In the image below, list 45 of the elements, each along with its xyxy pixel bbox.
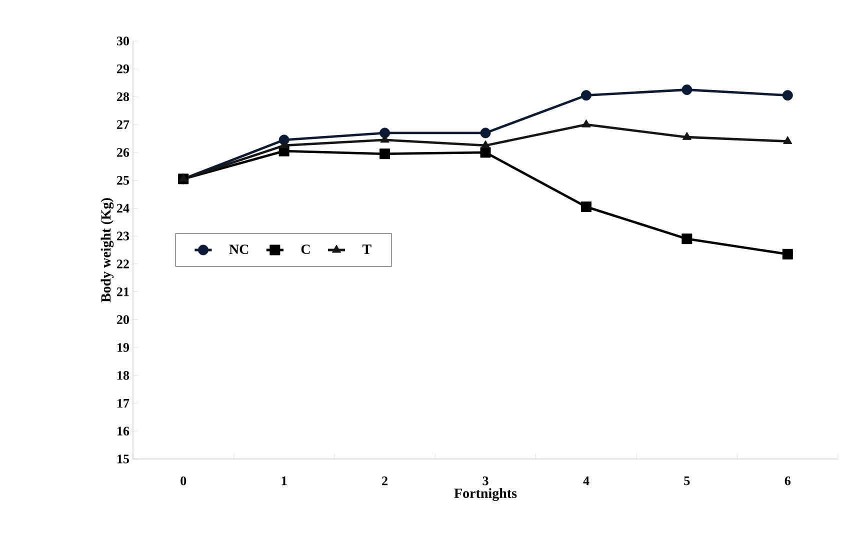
y-tick-label: 15 (118, 454, 129, 464)
y-tick-label: 30 (116, 36, 129, 46)
x-tick-label: 2 (382, 476, 388, 486)
y-tick-label: 21 (117, 287, 129, 296)
point (380, 128, 390, 138)
y-axis-title: Body weight (Kg) (100, 198, 114, 302)
legend-label: C (301, 244, 310, 254)
point (580, 202, 592, 212)
y-tick-label: 19 (118, 343, 130, 352)
point (682, 84, 692, 96)
point (582, 119, 591, 128)
x-tick-label: 1 (282, 476, 287, 486)
y-tick-label: 26 (117, 148, 130, 157)
point (782, 90, 793, 101)
y-tick-label: 28 (117, 92, 130, 102)
x-tick-label: 6 (784, 476, 791, 486)
y-tick-label: 25 (117, 176, 129, 185)
legend-label: T (362, 244, 372, 254)
point (480, 140, 490, 148)
point (380, 148, 390, 160)
y-tick-label: 17 (118, 398, 130, 408)
point (380, 134, 390, 143)
point (682, 132, 692, 140)
point (682, 234, 692, 244)
x-tick-label: 4 (583, 476, 590, 486)
point (480, 128, 491, 138)
point (178, 174, 188, 182)
y-tick-label: 24 (117, 204, 130, 212)
y-tick-label: 23 (117, 232, 130, 240)
x-tick-label: 3 (482, 476, 488, 486)
point (782, 248, 793, 260)
x-tick-label: 0 (180, 476, 186, 486)
x-tick-label: 5 (684, 476, 690, 486)
y-tick-label: 16 (118, 426, 130, 436)
y-tick-label: 27 (117, 120, 130, 129)
point (480, 147, 491, 158)
y-tick-label: 18 (118, 371, 130, 380)
y-tick-label: 22 (117, 260, 129, 268)
point (279, 140, 289, 148)
point (580, 90, 592, 101)
legend-label: NC (229, 244, 248, 254)
y-tick-label: 29 (117, 64, 130, 74)
y-tick-label: 20 (117, 315, 129, 324)
x-axis-title: Fortnights (454, 488, 517, 501)
point (783, 136, 792, 144)
